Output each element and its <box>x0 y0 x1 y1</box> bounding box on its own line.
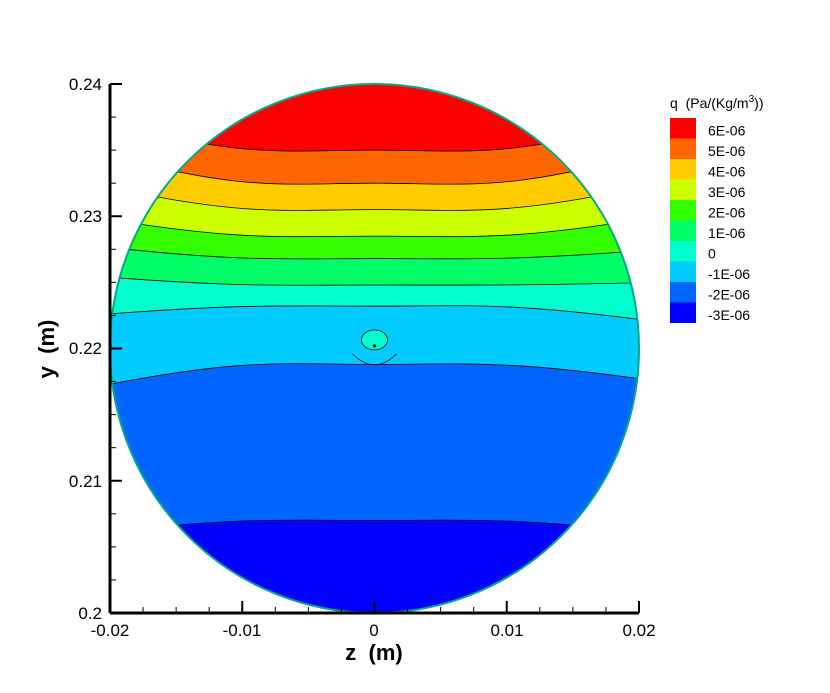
legend-title-superscript: 3 <box>749 94 755 105</box>
contour-line <box>110 275 639 286</box>
legend-title-end: )) <box>754 95 763 111</box>
legend-label: 3E-06 <box>708 184 746 200</box>
legend-swatch <box>670 200 696 221</box>
legend-swatch <box>670 261 696 282</box>
contour-line <box>110 215 639 238</box>
legend-label: 4E-06 <box>708 164 746 180</box>
legend-swatch <box>670 179 696 200</box>
legend-title: q (Pa/(Kg/m3)) <box>670 94 763 111</box>
x-tick-label: 0 <box>369 621 378 640</box>
legend-label: -1E-06 <box>708 266 750 282</box>
legend: q (Pa/(Kg/m3)) 6E-06 5E-06 4E-06 3E-06 2E-06… <box>670 94 763 323</box>
x-axis-title: z (m) <box>345 640 402 665</box>
contour-line <box>110 244 639 260</box>
center-dip-contour <box>352 353 397 366</box>
legend-label: 0 <box>708 246 716 262</box>
contour-line <box>110 182 639 211</box>
legend-swatch <box>670 138 696 159</box>
y-ticks <box>110 83 122 614</box>
x-tick-label: -0.01 <box>223 621 262 640</box>
legend-label: 2E-06 <box>708 205 746 221</box>
legend-swatch <box>670 159 696 180</box>
legend-swatch <box>670 220 696 241</box>
axes <box>108 83 640 615</box>
y-tick-label: 0.2 <box>78 604 102 623</box>
y-tick-labels: 0.2 0.21 0.22 0.23 0.24 <box>69 75 102 623</box>
legend-label: 1E-06 <box>708 225 746 241</box>
legend-title-main: q (Pa/(Kg/m <box>670 95 749 111</box>
center-point <box>372 344 377 348</box>
contour-bands <box>110 84 639 613</box>
legend-label: 6E-06 <box>708 123 746 139</box>
legend-label: 5E-06 <box>708 143 746 159</box>
legend-swatch <box>670 118 696 139</box>
contour-line <box>110 149 639 185</box>
legend-swatch <box>670 282 696 303</box>
legend-swatch <box>670 302 696 323</box>
legend-label: -2E-06 <box>708 287 750 303</box>
y-axis-title: y (m) <box>34 320 59 379</box>
y-tick-label: 0.22 <box>69 339 102 358</box>
x-ticks <box>109 601 640 613</box>
y-tick-label: 0.23 <box>69 207 102 226</box>
contour-line <box>110 305 639 323</box>
contour-line <box>110 363 639 389</box>
x-tick-label: 0.02 <box>622 621 655 640</box>
y-tick-label: 0.21 <box>69 472 102 491</box>
center-contour-feature <box>352 329 397 366</box>
legend-swatch <box>670 241 696 262</box>
x-tick-labels: -0.02 -0.01 0 0.01 0.02 <box>91 621 656 640</box>
x-tick-label: -0.02 <box>91 621 130 640</box>
center-closed-contour <box>361 329 388 351</box>
legend-label: -3E-06 <box>708 307 750 323</box>
y-tick-label: 0.24 <box>69 75 102 94</box>
contour-line <box>110 519 639 535</box>
x-tick-label: 0.01 <box>490 621 523 640</box>
band--0.000003 <box>110 520 639 613</box>
